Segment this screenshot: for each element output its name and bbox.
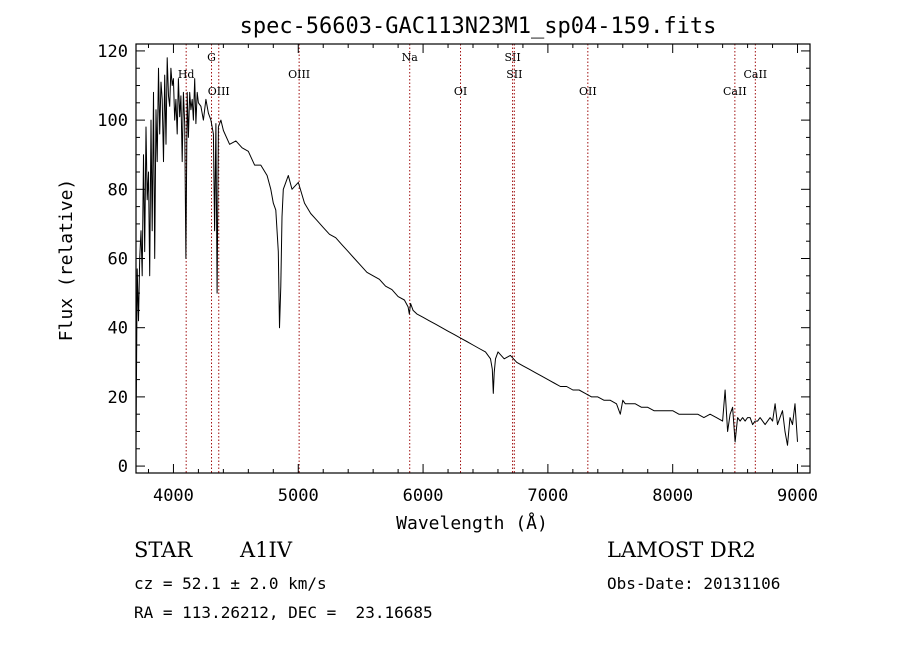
- redshift-cz: cz = 52.1 ± 2.0 km/s: [134, 574, 327, 593]
- coordinates: RA = 113.26212, DEC = 23.16685: [134, 603, 433, 622]
- y-tick-label-3: 60: [108, 250, 128, 270]
- x-tick-label-0: 4000: [153, 486, 194, 506]
- y-axis-label: Flux (relative): [56, 179, 77, 342]
- x-tick-label-2: 6000: [403, 486, 444, 506]
- observation-date: Obs-Date: 20131106: [607, 574, 781, 593]
- y-tick-label-0: 0: [118, 457, 128, 477]
- y-tick-label-6: 120: [97, 42, 128, 62]
- line-label-10: CaII: [743, 68, 767, 81]
- x-tick-label-1: 5000: [278, 486, 319, 506]
- line-label-2: OIII: [208, 85, 230, 98]
- line-label-7: SII: [506, 68, 522, 81]
- line-label-8: OII: [579, 85, 597, 98]
- line-label-9: CaII: [723, 85, 747, 98]
- object-subclass: A1IV: [240, 538, 292, 562]
- x-axis-label: Wavelength (Å): [396, 512, 548, 534]
- line-label-0: Hd: [178, 68, 195, 81]
- y-tick-label-5: 100: [97, 111, 128, 131]
- y-tick-label-4: 80: [108, 180, 128, 200]
- spectrum-line-0: [135, 57, 798, 449]
- spectral-line-markers: Hd G OIII OIII Na OI SII SII OII CaII CaII: [178, 44, 767, 473]
- y-tick-label-2: 40: [108, 319, 128, 339]
- line-label-6: SII: [504, 51, 520, 64]
- axis-ticks: 4000 5000 6000 7000 8000 9000 0 20 40 60 80 100 120: [97, 42, 818, 506]
- line-label-5: OI: [454, 85, 467, 98]
- line-label-3: OIII: [288, 68, 310, 81]
- y-tick-label-1: 20: [108, 388, 128, 408]
- plot-frame: [135, 43, 811, 474]
- x-tick-label-3: 7000: [527, 486, 568, 506]
- series-layer: [135, 57, 798, 449]
- line-label-1: G: [207, 51, 216, 64]
- x-tick-label-5: 9000: [777, 486, 818, 506]
- line-label-4: Na: [402, 51, 419, 64]
- x-tick-label-4: 8000: [652, 486, 693, 506]
- survey-name: LAMOST DR2: [607, 538, 756, 562]
- chart-title: spec-56603-GAC113N23M1_sp04-159.fits: [240, 14, 717, 39]
- object-class: STAR: [134, 538, 193, 562]
